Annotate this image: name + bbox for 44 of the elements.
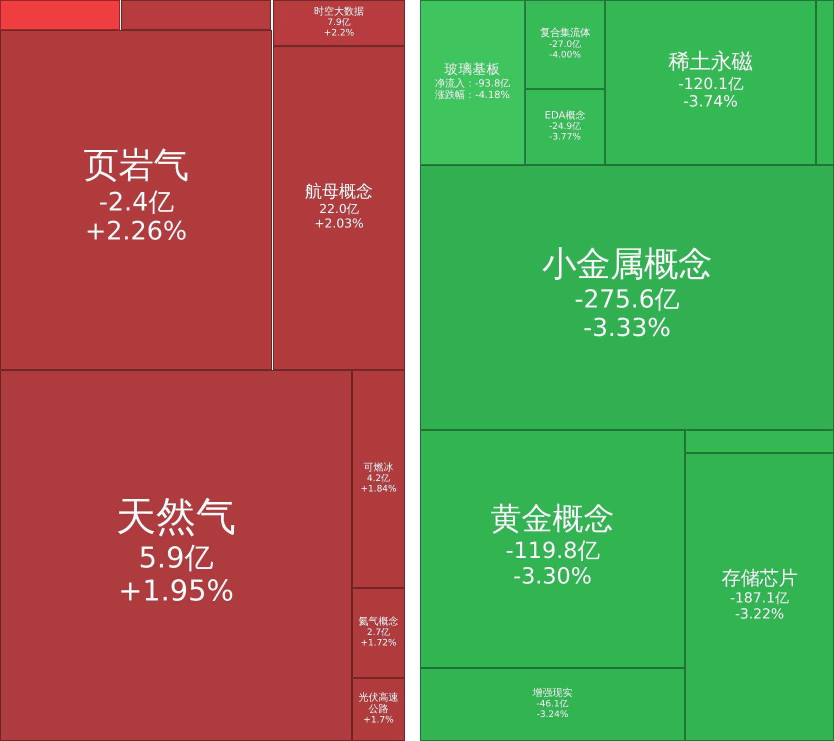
data-label: +1.95%: [118, 573, 234, 608]
category-label: 稀土永磁: [668, 50, 752, 75]
category-label: 存储芯片: [722, 566, 798, 590]
data-label: -119.8亿: [506, 538, 600, 564]
data-label: -24.9亿: [548, 121, 582, 132]
data-label: -27.0亿: [548, 38, 582, 50]
data-label: -120.1亿: [678, 74, 743, 93]
category-label: 页岩气: [84, 145, 188, 186]
data-label: 净流入：-93.8亿: [434, 78, 510, 90]
category-label: 天然气: [116, 494, 236, 540]
data-label: +1.72%: [360, 638, 398, 649]
data-label: +2.2%: [324, 28, 355, 39]
category-label: 时空大数据: [314, 5, 364, 18]
data-label: -3.24%: [536, 710, 569, 720]
category-label: 黄金概念: [490, 501, 614, 538]
data-label: 5.9亿: [138, 540, 214, 574]
data-label: 7.9亿: [327, 17, 351, 28]
data-label: -187.1亿: [730, 590, 789, 607]
data-label: -3.22%: [734, 606, 784, 623]
data-label: +2.03%: [314, 216, 364, 230]
data-label: 2.7亿: [366, 627, 390, 638]
category-label: 可燃冰: [364, 461, 394, 474]
category-label: 小金属概念: [542, 244, 712, 284]
category-label: EDA概念: [544, 109, 586, 122]
category-label: 航母概念: [305, 182, 373, 202]
category-label: 复合集流体: [540, 27, 590, 40]
category-label: 氦气概念: [358, 615, 398, 628]
data-label: 涨跌幅：-4.18%: [435, 88, 510, 101]
data-label: +1.84%: [360, 484, 398, 495]
data-label: -46.1亿: [536, 698, 569, 710]
data-label: -275.6亿: [574, 284, 680, 314]
data-label: -3.77%: [549, 132, 582, 143]
category-label: 光伏高速公路: [358, 691, 398, 715]
data-label: +1.7%: [363, 716, 394, 726]
data-label: -4.00%: [549, 50, 582, 60]
data-label: -3.30%: [513, 564, 592, 590]
data-label: -2.4亿: [98, 187, 174, 218]
data-label: 4.2亿: [366, 473, 390, 484]
data-label: +2.26%: [84, 216, 188, 247]
data-label: -3.33%: [583, 313, 671, 342]
category-label: 增强现实: [532, 686, 572, 699]
data-label: -3.74%: [683, 92, 738, 111]
category-label: 玻璃基板: [444, 62, 500, 78]
data-label: 22.0亿: [319, 202, 359, 216]
